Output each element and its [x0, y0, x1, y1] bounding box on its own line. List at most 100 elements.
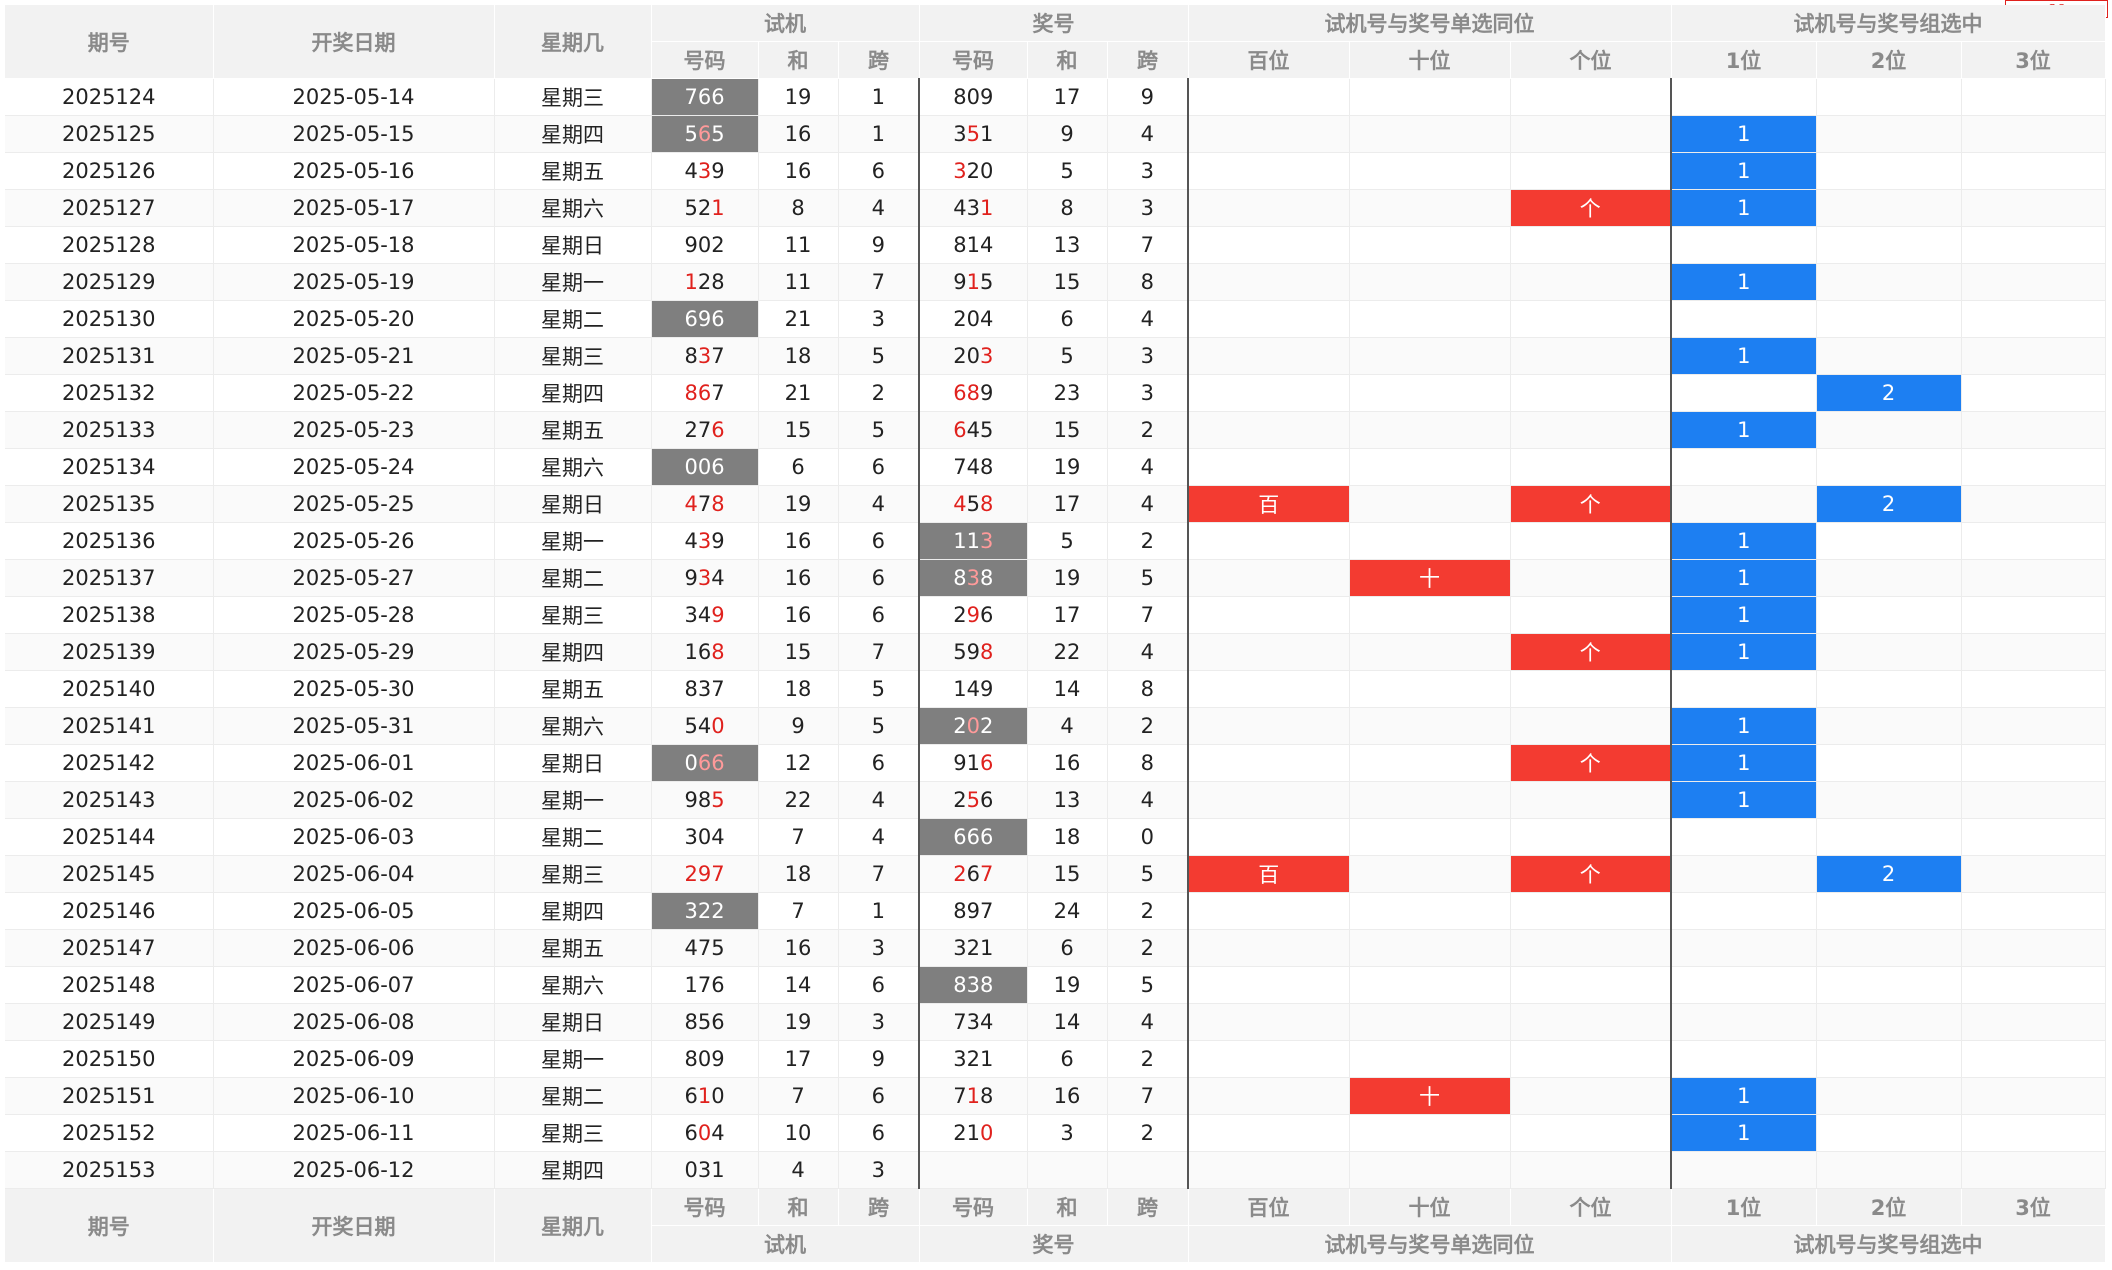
jianghao-span-cell: 2	[1107, 1040, 1189, 1078]
digit: 9	[966, 899, 980, 923]
shiji-sum-cell: 21	[758, 374, 839, 412]
digit: 7	[953, 1010, 967, 1034]
col-jiang-haoma-header: 号码	[919, 41, 1028, 79]
group-1-cell	[1671, 670, 1817, 708]
single-bai-cell	[1188, 300, 1350, 338]
group-2-cell	[1816, 744, 1962, 782]
shiji-sum-cell: 16	[758, 596, 839, 634]
group-3-cell	[1961, 559, 2106, 597]
weekday-cell: 星期三	[494, 1114, 652, 1152]
group-1-cell: 1	[1671, 189, 1817, 227]
shiji-number-cell: 985	[651, 781, 759, 819]
weekday-cell: 星期六	[494, 966, 652, 1004]
digit: 6	[953, 825, 967, 849]
date-cell: 2025-06-08	[213, 1003, 495, 1041]
digit: 7	[711, 344, 725, 368]
single-shi-cell	[1349, 596, 1511, 634]
weekday-cell: 星期日	[494, 485, 652, 523]
shiji-number-cell: 809	[651, 1040, 759, 1078]
group-1-cell: 1	[1671, 707, 1817, 745]
group-3-cell	[1961, 892, 2106, 930]
shiji-sum-cell: 19	[758, 1003, 839, 1041]
table-header: 期号 开奖日期 星期几 试机 奖号 试机号与奖号单选同位 试机号与奖号组选中 号…	[5, 5, 2106, 79]
jianghao-sum-cell: 9	[1027, 115, 1108, 153]
jianghao-span-cell: 3	[1107, 152, 1189, 190]
jianghao-number-cell: 809	[919, 78, 1028, 116]
digit: 1	[966, 1121, 980, 1145]
digit: 0	[979, 1121, 994, 1145]
jianghao-span-cell: 2	[1107, 1114, 1189, 1152]
group-1-cell	[1671, 78, 1817, 116]
single-bai-cell	[1188, 1114, 1350, 1152]
digit: 9	[979, 677, 994, 701]
jianghao-sum-cell: 6	[1027, 1040, 1108, 1078]
digit: 6	[697, 640, 712, 664]
digit: 8	[953, 899, 967, 923]
date-cell: 2025-05-25	[213, 485, 495, 523]
group-3-cell	[1961, 855, 2106, 893]
group-1-cell: 1	[1671, 115, 1817, 153]
jianghao-number-cell: 897	[919, 892, 1028, 930]
weekday-cell: 星期一	[494, 263, 652, 301]
single-ge-cell	[1510, 596, 1672, 634]
jianghao-number-cell: 351	[919, 115, 1028, 153]
digit: 5	[711, 122, 725, 146]
shiji-sum-cell: 15	[758, 633, 839, 671]
jianghao-number-cell: 598	[919, 633, 1028, 671]
shiji-sum-cell: 11	[758, 226, 839, 264]
table-row: 2025131 2025-05-21 星期三 837 18 5 203 5 3 1	[5, 337, 2106, 375]
shiji-span-cell: 1	[838, 78, 920, 116]
digit: 3	[966, 196, 980, 220]
digit: 2	[979, 714, 994, 738]
digit: 6	[697, 751, 712, 775]
single-ge-cell	[1510, 1077, 1672, 1115]
digit: 5	[711, 788, 725, 812]
digit: 2	[697, 270, 712, 294]
digit: 6	[953, 418, 967, 442]
date-cell: 2025-05-21	[213, 337, 495, 375]
jianghao-number-cell: 916	[919, 744, 1028, 782]
digit: 2	[953, 862, 967, 886]
digit: 2	[953, 714, 967, 738]
shiji-sum-cell: 19	[758, 485, 839, 523]
jianghao-span-cell: 4	[1107, 781, 1189, 819]
digit: 0	[697, 455, 712, 479]
jianghao-number-cell: 645	[919, 411, 1028, 449]
table-row: 2025153 2025-06-12 星期四 031 4 3	[5, 1151, 2106, 1189]
shiji-sum-cell: 18	[758, 337, 839, 375]
group-3-cell	[1961, 263, 2106, 301]
weekday-cell: 星期四	[494, 374, 652, 412]
group-1-cell	[1671, 966, 1817, 1004]
jianghao-sum-cell: 19	[1027, 966, 1108, 1004]
digit: 6	[966, 862, 980, 886]
weekday-cell: 星期二	[494, 559, 652, 597]
weekday-cell: 星期一	[494, 522, 652, 560]
group-3-cell	[1961, 411, 2106, 449]
col-jiang-he-header: 和	[1027, 41, 1108, 79]
jianghao-number-cell: 203	[919, 337, 1028, 375]
weekday-cell: 星期三	[494, 78, 652, 116]
jianghao-span-cell: 2	[1107, 929, 1189, 967]
group-3-cell	[1961, 189, 2106, 227]
shiji-span-cell: 6	[838, 448, 920, 486]
digit: 2	[953, 788, 967, 812]
shiji-span-cell: 4	[838, 485, 920, 523]
table-row: 2025127 2025-05-17 星期六 521 8 4 431 8 3 个 1	[5, 189, 2106, 227]
jianghao-number-cell: 321	[919, 929, 1028, 967]
digit: 4	[684, 159, 698, 183]
group-3-cell	[1961, 818, 2106, 856]
qihao-cell: 2025129	[5, 263, 214, 301]
digit: 6	[711, 418, 725, 442]
digit: 9	[684, 566, 698, 590]
digit: 6	[711, 307, 725, 331]
date-cell: 2025-05-15	[213, 115, 495, 153]
foot-bai-header: 百位	[1188, 1188, 1350, 1226]
digit: 7	[684, 85, 698, 109]
date-cell: 2025-05-31	[213, 707, 495, 745]
group-2-cell	[1816, 892, 1962, 930]
table-row: 2025136 2025-05-26 星期一 439 16 6 113 5 2 1	[5, 522, 2106, 560]
qihao-cell: 2025137	[5, 559, 214, 597]
single-ge-cell	[1510, 892, 1672, 930]
single-shi-cell	[1349, 1003, 1511, 1041]
date-cell: 2025-06-11	[213, 1114, 495, 1152]
